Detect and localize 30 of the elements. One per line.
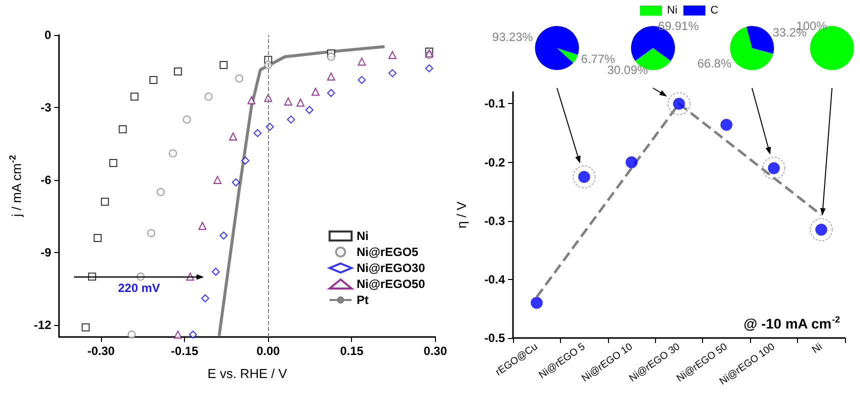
legend-label: Ni <box>356 229 369 243</box>
y-axis-title: η / V <box>454 201 469 228</box>
legend-label: Ni@rEGO50 <box>356 277 426 291</box>
y-tick-label: -0.1 <box>484 96 506 111</box>
data-label: 93.23% <box>492 30 534 44</box>
x-tick-label: Ni <box>810 341 824 356</box>
legend-label: Ni@rEGO5 <box>356 245 419 259</box>
y-tick-label: -12 <box>34 318 52 332</box>
legend-label: Pt <box>356 293 369 307</box>
annotation: 220 mV <box>118 281 160 295</box>
y-axis-title: j / mA cm-2 <box>8 154 24 218</box>
x-tick-label: 0.30 <box>424 344 448 358</box>
x-tick-label: 0.15 <box>340 344 364 358</box>
y-tick-label: -6 <box>40 172 52 187</box>
data-label: 69.91% <box>658 19 700 33</box>
y-tick-label: -3 <box>40 100 52 114</box>
y-tick-label: -9 <box>40 245 52 260</box>
y-tick-label: -0.4 <box>484 272 506 286</box>
legend-label: C <box>710 4 718 16</box>
y-tick-label: 0 <box>44 28 52 42</box>
x-tick-label: 0.00 <box>256 344 280 358</box>
y-tick-label: -0.2 <box>484 155 506 170</box>
y-tick-label: -0.3 <box>484 214 506 228</box>
x-axis-title: E vs. RHE / V <box>208 366 288 381</box>
x-tick-label: -0.15 <box>170 344 199 358</box>
x-tick-label: -0.30 <box>87 344 116 358</box>
data-label: 66.8% <box>697 56 732 70</box>
legend-label: Ni <box>667 4 678 16</box>
legend-label: Ni@rEGO30 <box>356 261 426 275</box>
y-tick-label: -0.5 <box>484 331 506 345</box>
